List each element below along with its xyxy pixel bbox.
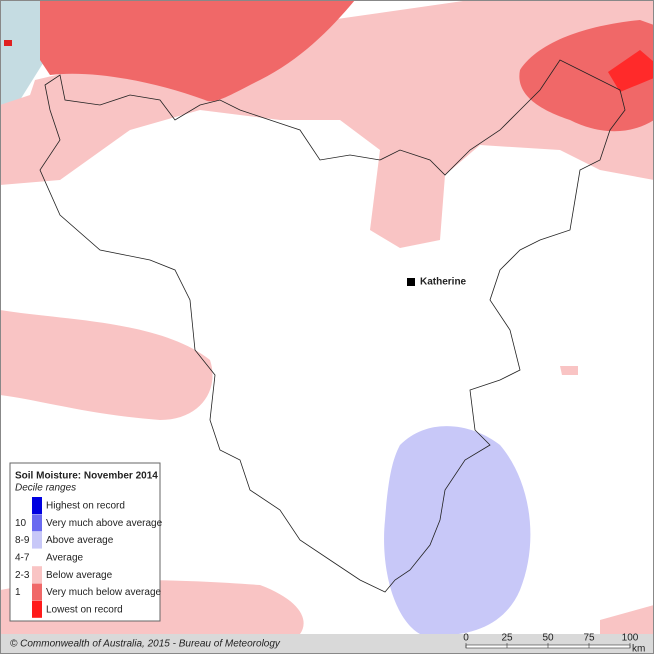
scale-unit: km — [632, 644, 645, 654]
scale-label: 25 — [501, 633, 513, 644]
legend-swatch — [32, 497, 42, 514]
legend-subtitle: Decile ranges — [15, 483, 76, 494]
below-average-area — [0, 310, 213, 420]
legend-label: Above average — [46, 535, 114, 546]
scale-label: 50 — [542, 633, 554, 644]
legend-swatch — [32, 566, 42, 584]
legend-label: Average — [46, 553, 84, 564]
above-average-area — [384, 426, 531, 636]
below-average-area — [560, 366, 578, 375]
lowest-on-record-area — [4, 40, 12, 46]
legend-label: Highest on record — [46, 501, 125, 512]
region-boundary — [39, 59, 626, 593]
lowest-on-record-area — [608, 50, 654, 92]
legend-label: Lowest on record — [46, 604, 123, 615]
scale-label: 0 — [463, 633, 469, 644]
legend-code: 1 — [15, 587, 21, 598]
legend-swatch — [32, 514, 42, 532]
legend-code: 2-3 — [15, 570, 30, 581]
sea — [0, 0, 45, 105]
copyright: © Commonwealth of Australia, 2015 - Bure… — [10, 639, 281, 650]
below-average-area — [600, 605, 654, 634]
legend-swatch — [32, 600, 42, 618]
very-much-below-average-area — [40, 0, 355, 102]
very-much-below-average-area — [519, 20, 654, 132]
legend-swatch — [32, 531, 42, 549]
legend-code: 4-7 — [15, 553, 30, 564]
footer-bar — [0, 634, 654, 654]
legend-swatch — [32, 548, 42, 566]
scale-label: 100 — [622, 633, 639, 644]
legend-swatch — [32, 583, 42, 601]
scale-label: 75 — [583, 633, 595, 644]
legend-label: Below average — [46, 570, 113, 581]
town-marker — [407, 278, 415, 286]
legend-title: Soil Moisture: November 2014 — [15, 471, 158, 482]
legend: Soil Moisture: November 2014 Decile rang… — [9, 462, 163, 622]
legend-code: 10 — [15, 518, 27, 529]
legend-label: Very much above average — [46, 518, 163, 529]
legend-code: 8-9 — [15, 535, 30, 546]
legend-label: Very much below average — [46, 587, 162, 598]
town-label: Katherine — [420, 277, 467, 288]
